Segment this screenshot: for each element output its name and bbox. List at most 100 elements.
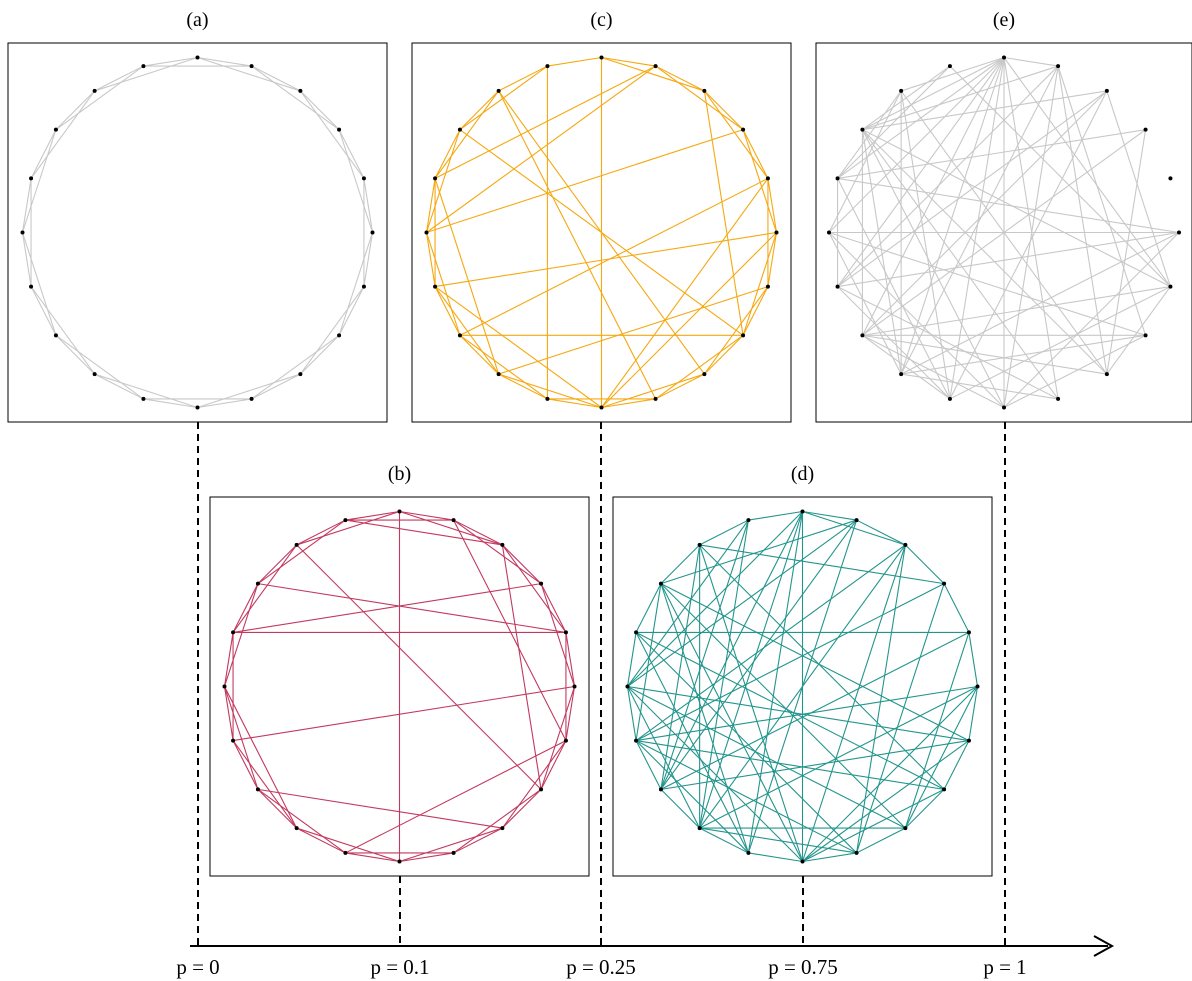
network-node: [397, 859, 402, 864]
network-node: [741, 127, 746, 132]
network-node: [433, 176, 438, 181]
network-edge: [1106, 90, 1171, 287]
network-edge: [601, 398, 656, 409]
network-edge: [257, 788, 298, 829]
network-edge: [459, 90, 500, 131]
network-node: [765, 284, 770, 289]
network-edge: [742, 129, 778, 233]
network-edge: [627, 686, 803, 862]
network-edge: [862, 65, 951, 131]
network-edge: [345, 740, 567, 854]
network-edge: [498, 65, 548, 92]
edge-group: [828, 56, 1180, 408]
network-edge: [904, 686, 978, 829]
network-edge: [900, 90, 951, 400]
network-edge: [943, 740, 970, 790]
network-node: [702, 372, 707, 377]
tick-label-p075: p = 0.75: [768, 955, 838, 979]
network-edge: [257, 519, 346, 585]
network-edge: [904, 544, 945, 585]
network-edge: [949, 90, 1108, 400]
network-edge: [501, 544, 542, 790]
network-node: [1177, 230, 1181, 235]
network-node: [658, 787, 663, 792]
network-edge: [699, 827, 857, 854]
network-edge: [601, 373, 705, 409]
network-node: [835, 284, 840, 289]
network-edge: [627, 519, 857, 687]
network-edge: [426, 65, 656, 233]
network-node: [195, 405, 200, 410]
network-node: [1104, 372, 1109, 377]
network-edge: [232, 740, 298, 829]
tick-label-p01: p = 0.1: [370, 955, 429, 979]
network-edge: [748, 852, 803, 863]
network-node: [966, 630, 971, 635]
network-node: [653, 396, 658, 401]
network-edge: [837, 90, 902, 179]
network-edge: [540, 583, 567, 633]
network-edge: [627, 519, 749, 687]
network-edge: [862, 129, 1108, 375]
network-edge: [540, 740, 567, 790]
network-node: [947, 396, 952, 401]
network-node: [451, 850, 456, 855]
network-node: [599, 55, 604, 60]
network-node: [457, 127, 462, 132]
network-edge: [232, 685, 575, 742]
network-edge: [399, 852, 454, 863]
network-edge: [904, 788, 945, 829]
network-edge: [143, 56, 198, 67]
network-edge: [861, 129, 902, 375]
network-edge: [837, 129, 1146, 179]
network-node: [827, 230, 831, 235]
network-edge: [601, 232, 777, 408]
network-edge: [251, 334, 340, 400]
network-node: [20, 230, 25, 235]
network-edge: [1003, 65, 1059, 408]
panel-frame: [7, 42, 388, 423]
network-edge: [767, 178, 778, 233]
network-node: [141, 396, 146, 401]
network-edge: [345, 510, 400, 521]
network-edge: [296, 519, 346, 546]
network-node: [337, 127, 342, 132]
tick-label-p0: p = 0: [176, 955, 219, 979]
network-edge: [21, 232, 32, 287]
network-node: [599, 405, 604, 410]
network-edge: [828, 232, 1005, 408]
network-edge: [635, 685, 978, 742]
network-edge: [434, 65, 656, 179]
network-node: [903, 826, 908, 831]
network-edge: [223, 686, 234, 741]
network-edge: [223, 583, 259, 687]
network-node: [800, 859, 805, 864]
network-edge: [296, 544, 542, 790]
network-edge: [232, 740, 259, 790]
network-node: [1002, 405, 1006, 410]
network-edge: [635, 583, 662, 741]
network-edge: [949, 286, 1171, 400]
network-edge: [434, 178, 500, 375]
network-edge: [30, 286, 96, 375]
network-node: [860, 333, 865, 338]
network-edge: [837, 177, 1180, 234]
network-node: [539, 581, 544, 586]
network-edge: [345, 852, 400, 863]
edge-group: [626, 510, 979, 863]
connector-lines: [197, 422, 1006, 946]
network-edge: [94, 65, 144, 92]
tick-label-p1: p = 1: [983, 955, 1026, 979]
network-node: [746, 850, 751, 855]
network-node: [697, 542, 702, 547]
network-edge: [459, 334, 500, 375]
node-group: [20, 55, 375, 410]
network-edge: [547, 398, 602, 409]
network-edge: [296, 827, 346, 854]
node-group: [222, 509, 577, 864]
network-node: [800, 509, 805, 514]
network-node: [625, 684, 630, 689]
network-node: [249, 64, 254, 69]
network-node: [397, 509, 402, 514]
network-edge: [434, 286, 461, 336]
